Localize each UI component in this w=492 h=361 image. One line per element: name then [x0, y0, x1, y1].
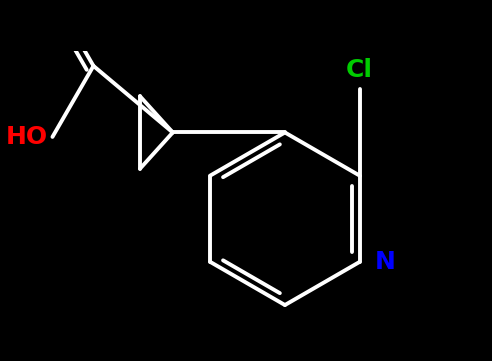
- Text: HO: HO: [6, 125, 48, 149]
- Text: O: O: [21, 0, 42, 3]
- Text: N: N: [375, 250, 396, 274]
- Text: Cl: Cl: [346, 58, 373, 82]
